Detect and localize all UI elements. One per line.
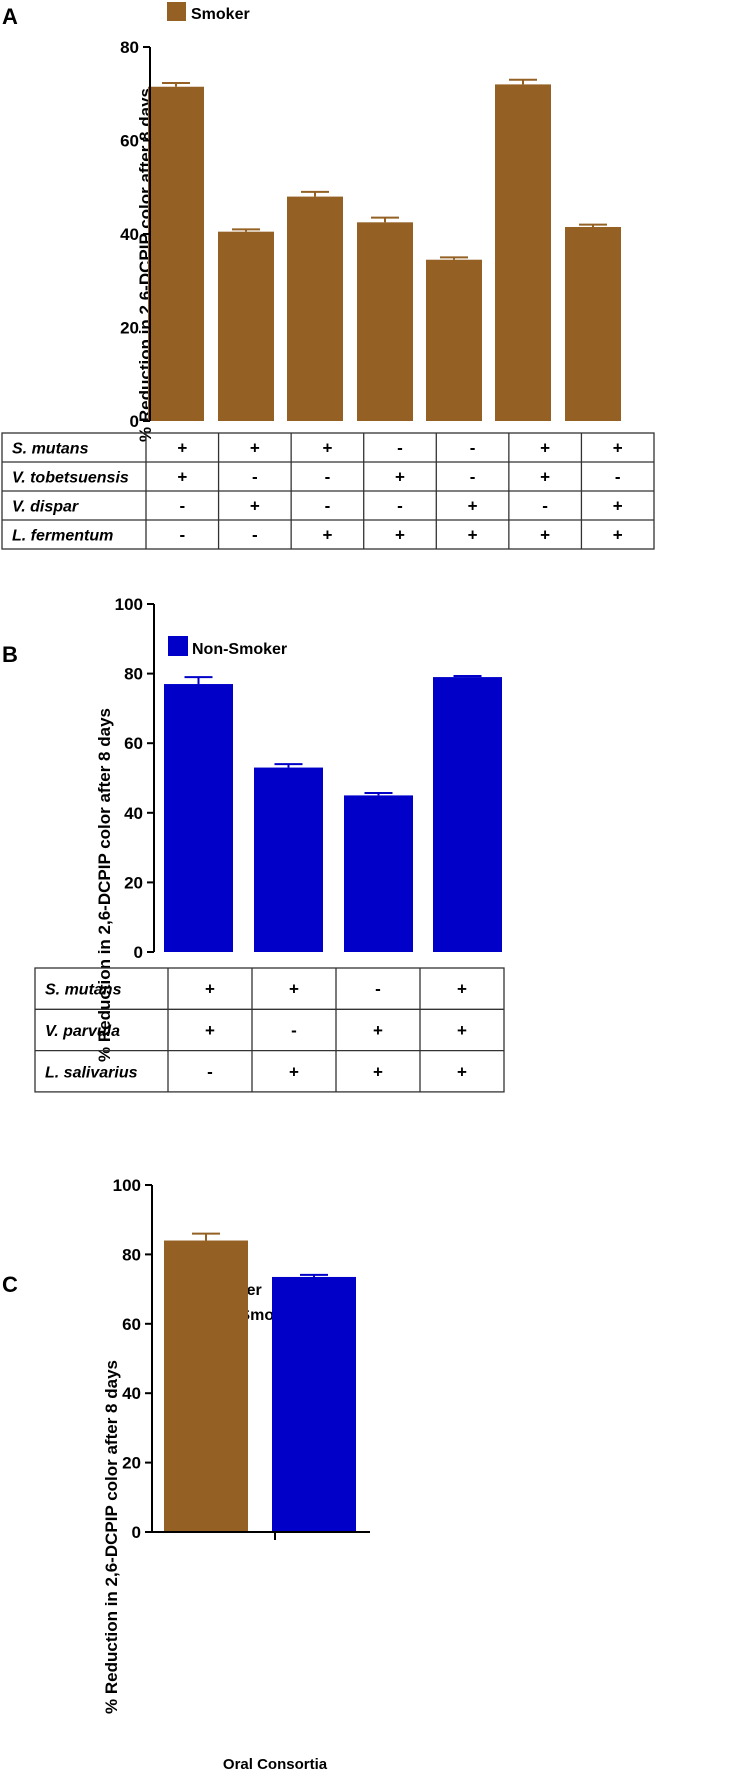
legend-b-swatch [168,636,188,656]
y-tick-label-c-20: 20 [122,1454,141,1473]
table-a-cell-sign: - [615,468,621,487]
y-tick-label-b-80: 80 [124,665,143,684]
y-tick-label-c-40: 40 [122,1384,141,1403]
table-b-row-label: S. mutans [45,982,122,999]
table-b: S. mutans + + - + V. parvula + - + + L. salivarius… [34,967,505,1093]
y-tick-label-a-80: 80 [120,38,139,57]
ylabel-b: % Reduction in 2,6-DCPIP color after 8 d… [95,708,114,1062]
table-b-cell-sign: + [457,1062,467,1081]
table-b-cell-sign: + [289,1062,299,1081]
y-tick-label-a-20: 20 [120,319,139,338]
legend-b-label: Non-Smoker [192,641,287,658]
y-tick-label-b-100: 100 [115,595,143,614]
bar-b-3 [344,795,413,952]
table-b-cell-sign: - [291,1021,297,1040]
table-b-border [34,967,505,1093]
table-a-cell-sign: + [613,439,623,458]
table-a-cell-sign: + [613,497,623,516]
y-tick-label-a-40: 40 [120,225,139,244]
bar-a-1 [148,86,204,422]
table-b-row-label: L. salivarius [45,1064,138,1081]
y-tick-label-b-40: 40 [124,804,143,823]
table-a-row-label: S. mutans [12,441,89,458]
bar-c-1 [164,1240,248,1532]
bar-a-6 [495,84,551,422]
table-a-cell-sign: - [397,439,403,458]
table-a-row-label: V. tobetsuensis [12,470,129,487]
table-a-cell-sign: - [470,439,476,458]
table-a-cell-sign: + [540,468,550,487]
bar-a-4 [357,222,413,421]
table-a-cell-sign: + [540,526,550,545]
y-tick-label-c-100: 100 [113,1176,141,1195]
bar-a-7 [565,226,621,421]
bar-b-2 [254,767,323,952]
table-a-cell-sign: - [179,497,185,516]
bar-c-2 [272,1276,356,1532]
bar-b-1 [164,684,233,952]
table-a-cell-sign: - [542,497,548,516]
y-tick-label-c-80: 80 [122,1245,141,1264]
panel-letter-c: C [2,1272,18,1297]
bar-a-2 [218,231,274,421]
chart-c-plot: 0 20 40 60 80 100 [113,1176,370,1542]
table-b-cell-sign: - [375,980,381,999]
table-b-cell-sign: - [207,1062,213,1081]
table-a-cell-sign: + [468,497,478,516]
y-tick-label-b-60: 60 [124,734,143,753]
legend-a-label: Smoker [191,6,250,23]
y-tick-label-b-20: 20 [124,873,143,892]
y-tick-label-b-0: 0 [134,943,143,962]
bar-a-5 [426,259,482,421]
chart-a-plot: 0 20 40 60 80 [120,38,621,431]
table-a-row-label: V. dispar [12,499,79,516]
table-b-cell-sign: + [457,980,467,999]
table-a-cell-sign: + [177,439,187,458]
legend-a-swatch [167,2,186,21]
table-b-cell-sign: + [373,1021,383,1040]
y-tick-label-c-60: 60 [122,1315,141,1334]
x-category-label: Oral Consortia [223,1756,328,1773]
table-a-row-label: L. fermentum [12,528,113,545]
table-a-cell-sign: - [470,468,476,487]
table-a-cell-sign: + [250,497,260,516]
table-a-cell-sign: + [395,468,405,487]
table-b-cell-sign: + [289,980,299,999]
table-b-cell-sign: + [373,1062,383,1081]
bar-a-3 [287,196,343,421]
table-a-cell-sign: + [177,468,187,487]
ylabel-c: % Reduction in 2,6-DCPIP color after 8 d… [102,1360,121,1714]
y-tick-label-a-60: 60 [120,132,139,151]
chart-b-plot: 0 20 40 60 80 100 [115,595,502,962]
table-a-cell-sign: + [322,439,332,458]
table-a-cell-sign: - [325,468,331,487]
table-b-cell-sign: + [205,1021,215,1040]
table-a-cell-sign: - [397,497,403,516]
table-b-cell-sign: + [205,980,215,999]
table-a-cell-sign: - [252,526,258,545]
y-tick-label-a-0: 0 [130,412,139,431]
table-a-cell-sign: - [252,468,258,487]
table-a-cell-sign: + [322,526,332,545]
table-a-cell-sign: + [613,526,623,545]
table-b-row-label: V. parvula [45,1023,120,1040]
table-a-cell-sign: - [179,526,185,545]
table-a-cell-sign: + [468,526,478,545]
y-tick-label-c-0: 0 [132,1523,141,1542]
panel-letter-a: A [2,4,18,29]
panel-letter-b: B [2,642,18,667]
legend-a: Smoker [167,2,250,23]
table-b-cell-sign: + [457,1021,467,1040]
table-a-cell-sign: + [250,439,260,458]
legend-b: Non-Smoker [168,636,287,658]
bar-b-4 [433,677,502,952]
table-a-cell-sign: - [325,497,331,516]
table-a-cell-sign: + [540,439,550,458]
table-a: S. mutans + + + - - + + V. tobetsuensis + - - + - + - V.… [1,432,655,550]
table-a-cell-sign: + [395,526,405,545]
